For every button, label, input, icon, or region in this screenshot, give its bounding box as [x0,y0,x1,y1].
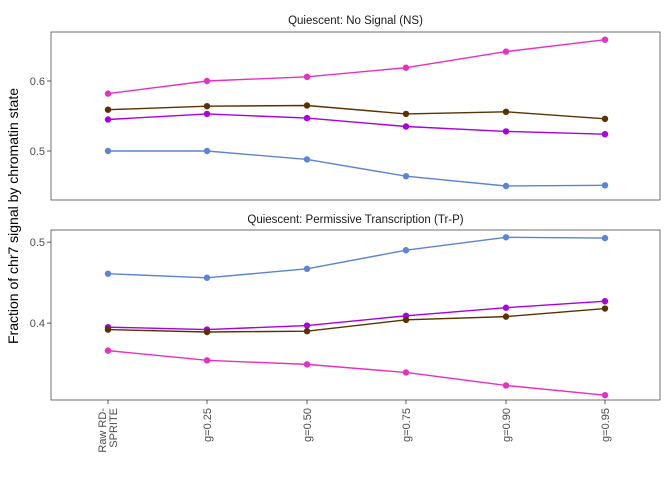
panel-title: Quiescent: No Signal (NS) [288,15,423,27]
x-tick-label: g=0.50 [302,408,314,442]
data-point [601,305,609,312]
y-tick-label: 0.4 [30,318,45,330]
data-point [502,304,510,311]
data-point [104,90,112,97]
series-line [107,300,606,331]
data-point [104,270,112,277]
data-point [601,131,609,138]
data-point [203,357,211,364]
series-line [107,307,606,333]
x-tick-label: Raw RD-SPRITE [97,408,120,453]
data-point [104,347,112,354]
x-tick-label: g=0.90 [501,408,513,442]
data-point [303,327,311,335]
series-line [107,104,606,120]
data-point [303,73,311,81]
data-point [203,147,211,155]
data-point [601,115,609,123]
data-point [303,265,311,273]
data-point [502,313,510,320]
data-point [303,102,311,109]
data-point [203,328,211,336]
data-point [502,234,510,241]
data-point [502,108,510,116]
series-line [107,236,606,279]
panel-title: Quiescent: Permissive Transcription (Tr-… [247,214,463,226]
data-point [601,36,609,43]
data-point [104,106,112,113]
series-line [107,113,606,135]
data-point [601,298,609,305]
x-tick-label: g=0.25 [202,408,214,442]
data-point [203,77,211,85]
data-point [203,103,211,110]
data-point [502,128,510,135]
data-point [402,173,410,180]
panel-border [50,229,661,401]
data-point [402,123,410,130]
y-tick-label: 0.5 [30,237,45,249]
y-axis-label: Fraction of chr7 signal by chromatin sta… [5,88,21,344]
data-point [203,274,211,281]
data-point [104,326,112,333]
data-point [402,64,410,71]
panel-border [50,31,661,201]
series-line [107,39,606,95]
series-line [108,150,606,187]
data-point [601,182,609,189]
data-point [402,316,410,324]
data-point [502,182,510,190]
x-tick-label: g=0.95 [600,408,612,442]
data-point [402,110,410,118]
data-point [402,247,410,254]
series-line [107,349,606,396]
data-point [502,382,510,389]
data-point [502,48,510,55]
data-point [303,361,311,368]
x-tick-label: g=0.75 [401,408,413,442]
data-point [203,110,211,118]
data-point [402,369,410,376]
data-point [303,156,311,163]
data-point [601,234,609,242]
y-tick-label: 0.5 [30,146,45,158]
data-point [303,114,311,122]
data-point [601,391,609,399]
data-point [104,147,112,155]
data-point [104,116,112,123]
y-tick-label: 0.6 [30,76,45,88]
data-point [303,322,311,329]
